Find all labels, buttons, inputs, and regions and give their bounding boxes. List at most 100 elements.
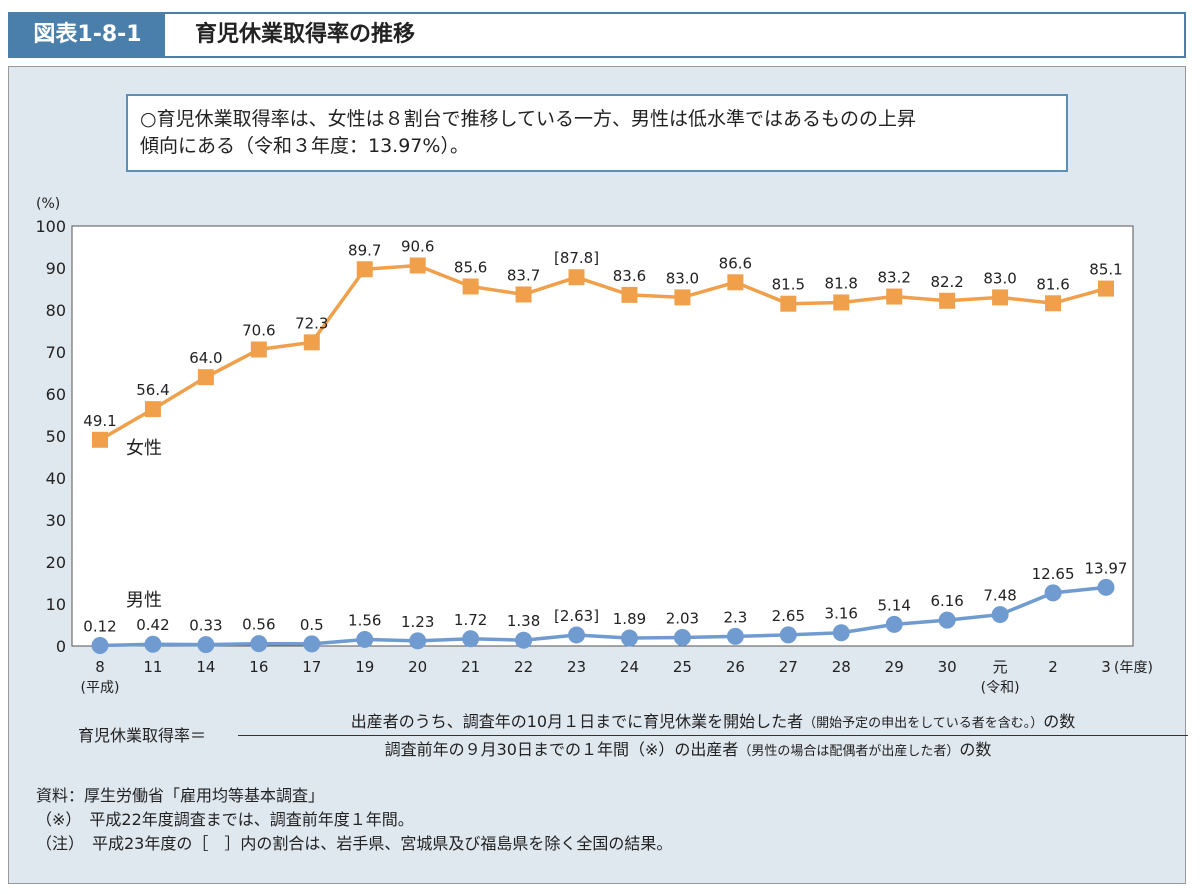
data-label: 1.56	[348, 611, 381, 629]
formula-denominator: 調査前年の９月30日までの１年間（※）の出産者（男性の場合は配偶者が出産した者）…	[238, 736, 1138, 760]
x-tick-label: 8	[95, 658, 105, 676]
data-label: 83.6	[613, 267, 646, 285]
x-tick-label: 28	[832, 658, 851, 676]
x-tick-label: 20	[408, 658, 427, 676]
series-line-female	[99, 263, 1107, 442]
data-point-male	[250, 635, 268, 653]
data-label: 0.12	[83, 617, 116, 635]
data-label: 82.2	[930, 273, 963, 291]
data-label: 83.0	[983, 269, 1016, 287]
denominator-end: の数	[959, 740, 992, 759]
x-tick-label: 14	[196, 658, 215, 676]
y-tick-label: 30	[46, 511, 66, 530]
x-tick-label: 30	[938, 658, 957, 676]
x-era-label: (令和)	[981, 680, 1020, 696]
data-point-female	[515, 286, 532, 303]
data-point-female	[939, 292, 956, 309]
data-point-male	[356, 630, 374, 648]
data-point-female	[833, 294, 850, 311]
data-point-female	[144, 401, 161, 418]
data-label: 1.72	[454, 611, 487, 629]
data-point-male	[303, 635, 321, 653]
y-tick-label: 40	[46, 469, 66, 488]
data-label: 89.7	[348, 241, 381, 259]
y-tick-label: 10	[46, 595, 66, 614]
data-point-male	[620, 629, 638, 647]
numerator-end: の数	[1043, 712, 1076, 731]
data-point-male	[885, 615, 903, 633]
summary-line: 傾向にある（令和３年度：13.97%）。	[140, 135, 469, 157]
data-point-male	[779, 626, 797, 644]
figure-label: 図表1-8-1	[10, 14, 165, 56]
figure-header: 図表1-8-1 育児休業取得率の推移	[8, 12, 1186, 58]
series-label-female: 女性	[126, 438, 162, 459]
data-point-female	[250, 341, 267, 358]
data-point-male	[568, 626, 586, 644]
notes: 資料：厚生労働省「雇用均等基本調査」 （※） 平成22年度調査までは、調査前年度…	[36, 784, 672, 856]
data-label: 56.4	[136, 381, 169, 399]
data-point-male	[197, 636, 215, 654]
data-point-male	[144, 635, 162, 653]
series-label-male: 男性	[126, 590, 162, 611]
x-tick-label: 11	[143, 658, 162, 676]
y-tick-label: 60	[46, 385, 66, 404]
data-label: 1.38	[507, 612, 540, 630]
data-point-male	[515, 631, 533, 649]
y-tick-label: 50	[46, 427, 66, 446]
x-tick-label: 17	[302, 658, 321, 676]
data-point-male	[409, 632, 427, 650]
data-label: 83.2	[878, 269, 911, 287]
data-label: 5.14	[878, 596, 911, 614]
data-label: 64.0	[189, 349, 222, 367]
x-tick-label: 25	[673, 658, 692, 676]
x-tick-label: 26	[726, 658, 745, 676]
x-tick-label: 24	[620, 658, 639, 676]
data-point-male	[991, 606, 1009, 624]
data-label: 1.23	[401, 613, 434, 631]
data-label: 2.03	[666, 609, 699, 627]
data-point-female	[409, 257, 426, 274]
x-tick-label: 元	[993, 658, 1008, 676]
data-point-female	[92, 431, 108, 448]
data-point-female	[462, 278, 479, 295]
data-label: 81.5	[772, 276, 805, 294]
data-point-male	[726, 627, 744, 645]
y-tick-label: 80	[46, 301, 66, 320]
y-tick-label: 70	[46, 343, 66, 362]
data-label: 85.1	[1089, 261, 1122, 279]
data-label: [87.8]	[554, 249, 599, 267]
series-line-male	[99, 585, 1107, 648]
data-point-male	[1044, 584, 1062, 602]
data-label: 83.0	[666, 269, 699, 287]
y-axis-label: (%)	[36, 196, 60, 212]
data-point-male	[832, 624, 850, 642]
data-label: 70.6	[242, 321, 275, 339]
data-label: 6.16	[930, 592, 963, 610]
data-label: 85.6	[454, 258, 487, 276]
figure-title: 育児休業取得率の推移	[195, 22, 416, 47]
data-label: 90.6	[401, 237, 434, 255]
x-tick-label: 21	[461, 658, 480, 676]
data-label: 2.65	[772, 607, 805, 625]
y-tick-label: 0	[56, 637, 66, 656]
data-point-female	[1098, 280, 1114, 297]
data-label: 81.8	[825, 274, 858, 292]
y-tick-label: 20	[46, 553, 66, 572]
data-label: 1.89	[613, 610, 646, 628]
x-era-label: (平成)	[81, 680, 120, 696]
data-point-male	[938, 611, 956, 629]
data-point-female	[780, 295, 797, 312]
formula-numerator: 出産者のうち、調査年の10月１日までに育児休業を開始した者（開始予定の申出をして…	[238, 708, 1188, 736]
note-bracket: （注） 平成23年度の［ ］内の割合は、岩手県、宮城県及び福島県を除く全国の結果…	[36, 834, 673, 853]
summary-box: ○育児休業取得率は、女性は８割台で推移している一方、男性は低水準ではあるものの上…	[126, 94, 1068, 172]
data-point-male	[462, 630, 480, 648]
plot-area	[71, 225, 1134, 647]
data-point-male	[91, 636, 109, 654]
data-point-female	[674, 289, 691, 306]
data-label: 0.33	[189, 617, 222, 635]
data-point-female	[727, 274, 744, 291]
data-label: 13.97	[1085, 559, 1128, 577]
data-point-male	[673, 628, 691, 646]
data-point-female	[197, 369, 214, 386]
data-point-female	[568, 269, 585, 286]
